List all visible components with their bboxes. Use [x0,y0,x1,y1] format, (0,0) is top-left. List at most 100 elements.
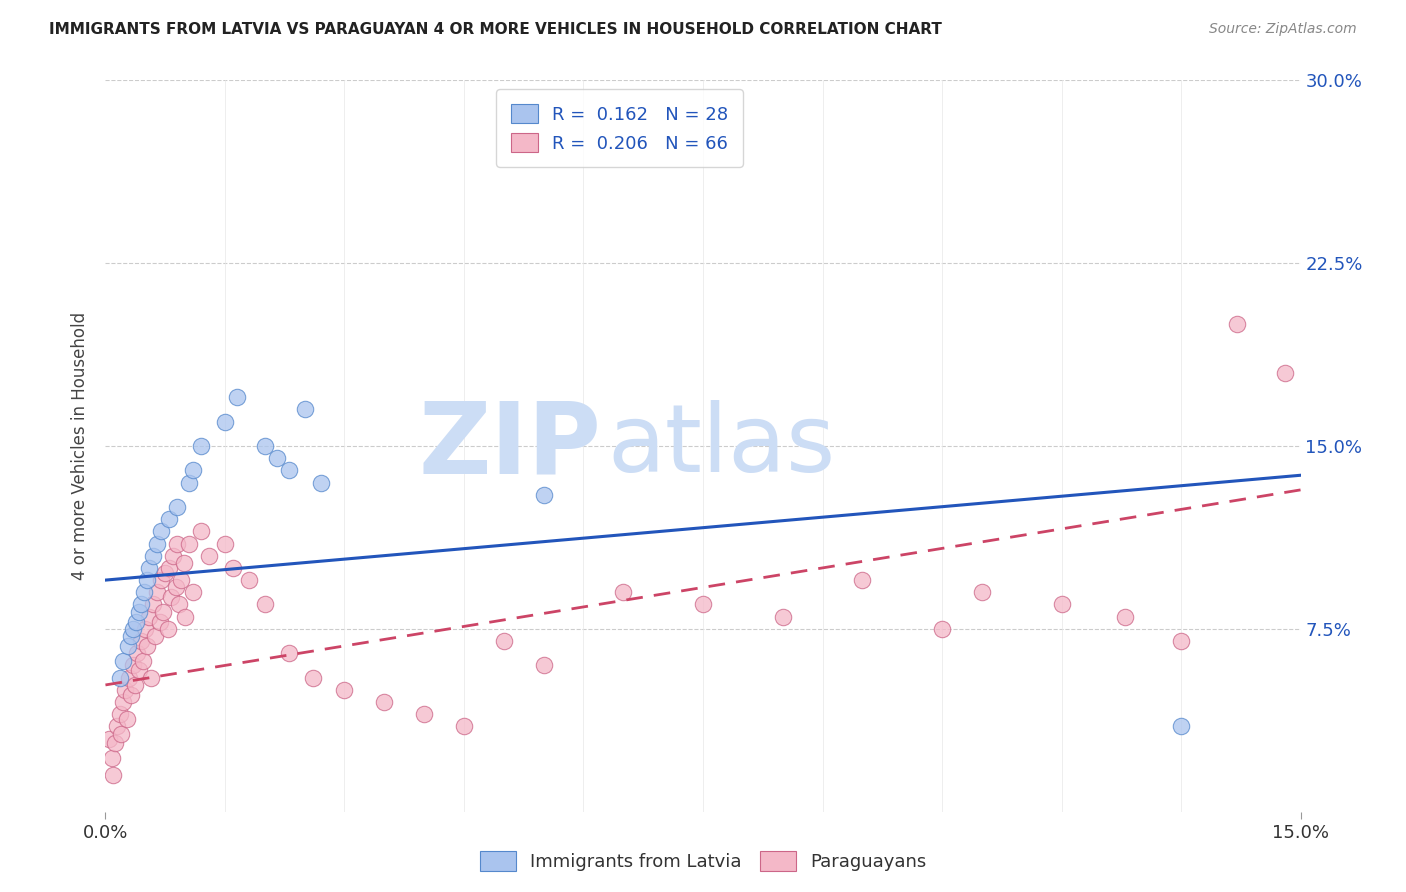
Point [533,488,555,502]
Point [114,682,136,697]
Point [1226,317,1249,331]
Point [111,695,134,709]
Point [165,581,187,595]
Point [170,573,193,587]
Point [115,712,138,726]
Text: Source: ZipAtlas.com: Source: ZipAtlas.com [1209,22,1357,37]
Point [214,536,236,550]
Point [166,500,188,514]
Point [142,598,165,612]
Point [153,566,177,580]
Legend: Immigrants from Latvia, Paraguayans: Immigrants from Latvia, Paraguayans [472,844,934,879]
Point [120,629,142,643]
Point [127,646,149,660]
Point [138,609,160,624]
Point [1170,719,1192,733]
Point [101,751,124,765]
Point [177,475,201,490]
Point [238,573,260,587]
Point [146,536,169,550]
Point [132,585,155,599]
Point [108,707,131,722]
Point [157,561,180,575]
Point [453,719,475,733]
Point [931,622,953,636]
Point [157,512,180,526]
Point [134,622,156,636]
Point [146,585,169,599]
Point [150,573,173,587]
Point [692,598,714,612]
Point [162,549,184,563]
Point [266,451,288,466]
Point [1114,609,1136,624]
Point [190,439,212,453]
Point [214,415,236,429]
Point [301,671,323,685]
Point [135,573,157,587]
Point [124,678,146,692]
Legend: R =  0.162   N = 28, R =  0.206   N = 66: R = 0.162 N = 28, R = 0.206 N = 66 [496,89,742,167]
Point [222,561,245,575]
Point [333,682,356,697]
Point [294,402,316,417]
Point [970,585,993,599]
Point [156,622,179,636]
Point [174,609,197,624]
Point [181,585,204,599]
Point [190,524,212,539]
Y-axis label: 4 or more Vehicles in Household: 4 or more Vehicles in Household [72,312,90,580]
Point [103,768,125,782]
Point [117,639,139,653]
Point [98,731,121,746]
Point [159,590,181,604]
Point [142,549,165,563]
Point [128,605,150,619]
Point [173,556,195,570]
Point [122,658,145,673]
Point [309,475,332,490]
Point [129,634,153,648]
Point [177,536,201,550]
Point [533,658,555,673]
Point [1050,598,1073,612]
Point [138,561,160,575]
Point [612,585,634,599]
Point [104,736,127,750]
Point [132,654,155,668]
Point [851,573,873,587]
Point [107,719,129,733]
Point [253,598,276,612]
Text: ZIP: ZIP [419,398,602,494]
Point [152,605,174,619]
Point [167,598,190,612]
Point [150,524,173,539]
Point [135,639,157,653]
Point [166,536,188,550]
Point [277,646,299,660]
Point [181,463,204,477]
Point [772,609,794,624]
Point [253,439,276,453]
Point [198,549,221,563]
Point [1170,634,1192,648]
Point [413,707,436,722]
Point [122,622,145,636]
Point [110,727,132,741]
Point [143,629,166,643]
Point [149,615,172,629]
Point [225,390,249,404]
Point [1274,366,1296,380]
Point [108,671,131,685]
Point [492,634,515,648]
Point [125,615,148,629]
Point [120,688,142,702]
Text: atlas: atlas [607,400,835,492]
Point [129,598,153,612]
Point [139,671,162,685]
Point [277,463,299,477]
Point [111,654,134,668]
Text: IMMIGRANTS FROM LATVIA VS PARAGUAYAN 4 OR MORE VEHICLES IN HOUSEHOLD CORRELATION: IMMIGRANTS FROM LATVIA VS PARAGUAYAN 4 O… [49,22,942,37]
Point [128,663,150,677]
Point [373,695,395,709]
